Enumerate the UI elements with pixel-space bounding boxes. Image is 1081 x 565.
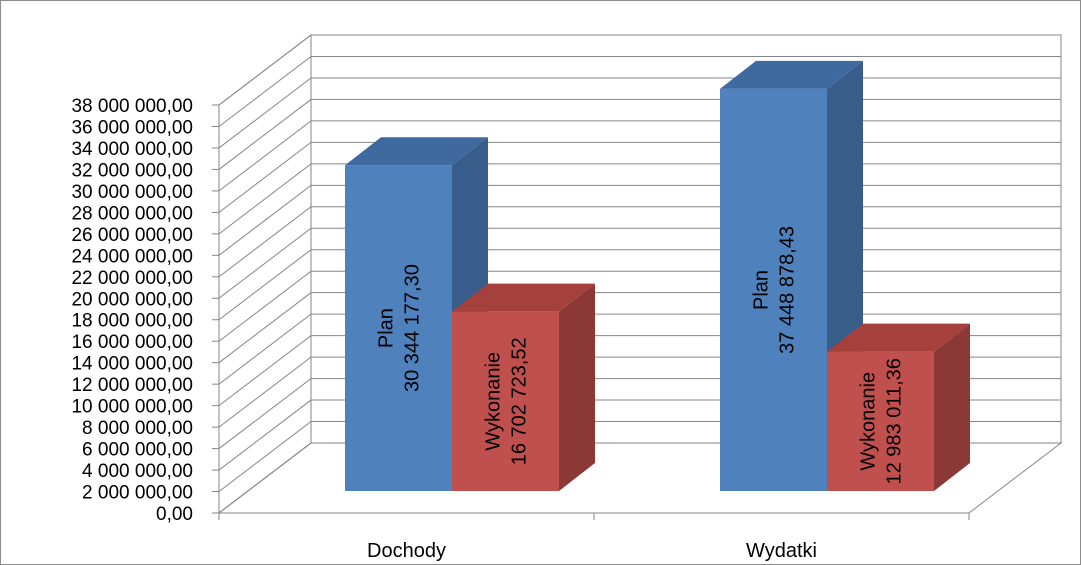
y-tick-label: 10 000 000,00 [71, 397, 193, 418]
y-tick-label: 36 000 000,00 [71, 117, 193, 138]
bars [345, 60, 970, 492]
gridline [218, 55, 1061, 127]
data-label-line: 30 344 177,30 [402, 264, 424, 392]
side-wall [218, 33, 312, 515]
data-label-line: Wykonanie [858, 372, 880, 471]
gridline [218, 34, 1061, 106]
category-label: Wydatki [746, 540, 817, 562]
data-label: Wykonanie 12 983 011,36 [858, 358, 906, 484]
x-axis-categories: Dochody Wydatki [367, 540, 817, 562]
y-tick-label: 2 000 000,00 [82, 483, 193, 504]
y-tick-label: 22 000 000,00 [71, 268, 193, 289]
y-tick-label: 24 000 000,00 [71, 246, 193, 267]
y-tick-label: 34 000 000,00 [71, 139, 193, 160]
bar [345, 165, 452, 492]
y-tick-label: 18 000 000,00 [71, 311, 193, 332]
bar-top [720, 60, 863, 89]
y-axis-ticks: 0,002 000 000,004 000 000,006 000 000,00… [71, 96, 970, 525]
y-tick-label: 4 000 000,00 [82, 461, 193, 482]
bar-top [827, 323, 970, 352]
y-tick-label: 26 000 000,00 [71, 225, 193, 246]
y-tick-label: 32 000 000,00 [71, 160, 193, 181]
bar-side [934, 323, 970, 491]
data-label-line: Wykonanie [483, 352, 505, 451]
data-label: Wykonanie 16 702 723,52 [483, 337, 531, 465]
y-tick-label: 38 000 000,00 [71, 96, 193, 117]
bar [827, 351, 934, 491]
data-label: Plan 30 344 177,30 [376, 264, 424, 392]
data-label-line: 16 702 723,52 [509, 337, 531, 465]
bar-top [452, 283, 595, 312]
bar [452, 311, 559, 491]
y-tick-label: 16 000 000,00 [71, 332, 193, 353]
bar-side [559, 283, 595, 491]
y-tick-label: 0,00 [156, 504, 193, 525]
y-tick-label: 20 000 000,00 [71, 289, 193, 310]
category-label: Dochody [367, 540, 446, 562]
bar-top [345, 137, 488, 166]
y-tick-label: 12 000 000,00 [71, 375, 193, 396]
y-tick-label: 28 000 000,00 [71, 203, 193, 224]
y-tick-label: 30 000 000,00 [71, 182, 193, 203]
y-tick-label: 14 000 000,00 [71, 354, 193, 375]
bar [720, 88, 827, 492]
y-tick-label: 6 000 000,00 [82, 440, 193, 461]
data-label-line: Plan [751, 270, 773, 310]
data-label-line: Plan [376, 308, 398, 348]
data-label-line: 37 448 878,43 [777, 226, 799, 354]
data-label: Plan 37 448 878,43 [751, 226, 799, 354]
gridline [218, 98, 1061, 170]
data-label-line: 12 983 011,36 [884, 358, 906, 484]
y-tick-label: 8 000 000,00 [82, 418, 193, 439]
gridline [218, 77, 1061, 149]
